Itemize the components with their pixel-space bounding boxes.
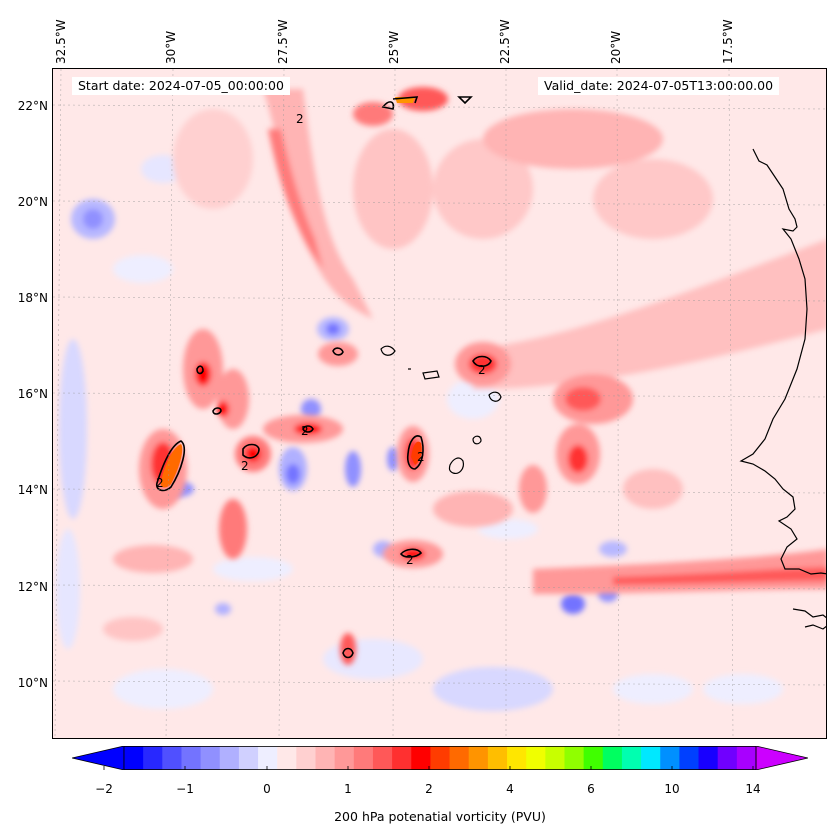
lon-label: 20°W: [609, 30, 623, 64]
valid-date-label: Valid_date: 2024-07-05T13:00:00.00: [538, 77, 780, 95]
colorbar-extend-low: [71, 745, 125, 771]
colorbar-swatch: [296, 746, 317, 770]
colorbar-swatch: [334, 746, 355, 770]
colorbar-swatch: [545, 746, 565, 770]
colorbar-swatch: [526, 746, 546, 770]
colorbar-swatch: [583, 746, 604, 770]
pv-field-map: 2 2 2 2 2 2 2: [53, 69, 826, 738]
pv-contours: [155, 96, 492, 659]
colorbar-swatch: [449, 746, 470, 770]
lon-label: 30°W: [164, 30, 178, 64]
contour-labels: 2 2 2 2 2 2 2: [156, 112, 486, 567]
colorbar-tick-label: 10: [664, 782, 680, 796]
colorbar-swatch: [124, 746, 144, 770]
colorbar-swatch: [487, 746, 508, 770]
colorbar-swatch: [468, 746, 489, 770]
colorbar-swatch: [507, 746, 527, 770]
colorbar-swatch: [660, 746, 680, 770]
colorbar-swatch: [219, 746, 240, 770]
colorbar-swatch: [315, 746, 336, 770]
colorbar-swatch: [238, 746, 259, 770]
lon-label: 25°W: [387, 30, 401, 64]
lat-label: 20°N: [17, 195, 48, 209]
colorbar-swatch: [353, 746, 374, 770]
lon-label: 17.5°W: [721, 19, 735, 64]
lon-label: 27.5°W: [276, 19, 290, 64]
coastlines: [380, 148, 826, 630]
colorbar-swatch: [602, 746, 623, 770]
contour-label: 2: [478, 363, 486, 377]
positive-pv-regions: [103, 87, 826, 665]
colorbar-extend-high: [755, 745, 809, 771]
colorbar-swatch: [641, 746, 661, 770]
colorbar-swatch: [143, 746, 163, 770]
colorbar-swatch: [698, 746, 719, 770]
contour-label: 2: [156, 476, 164, 490]
colorbar-frame: [123, 746, 757, 771]
colorbar-swatch: [277, 746, 297, 770]
colorbar-swatch: [564, 746, 585, 770]
colorbar-swatch: [430, 746, 451, 770]
colorbar-swatch: [411, 746, 431, 770]
colorbar-swatch: [621, 746, 642, 770]
map-panel: 2 2 2 2 2 2 2: [52, 68, 827, 739]
colorbar: [71, 745, 809, 771]
colorbar-tick-label: −1: [176, 782, 194, 796]
colorbar-tick-label: 6: [587, 782, 595, 796]
lat-label: 10°N: [17, 676, 48, 690]
start-date-label: Start date: 2024-07-05_00:00:00: [72, 77, 290, 95]
colorbar-tick-label: 14: [745, 782, 761, 796]
colorbar-swatch: [258, 746, 278, 770]
colorbar-tick-label: −2: [95, 782, 113, 796]
lon-label: 22.5°W: [498, 19, 512, 64]
lat-label: 22°N: [17, 99, 48, 113]
lat-label: 16°N: [17, 387, 48, 401]
lat-label: 14°N: [17, 483, 48, 497]
colorbar-tick-label: 2: [425, 782, 433, 796]
contour-label: 2: [241, 459, 249, 473]
lat-label: 18°N: [17, 291, 48, 305]
colorbar-swatch: [736, 746, 757, 770]
colorbar-swatch: [392, 746, 412, 770]
lon-label: 32.5°W: [54, 19, 68, 64]
colorbar-swatch: [162, 746, 182, 770]
colorbar-swatch: [679, 746, 700, 770]
colorbar-swatch: [717, 746, 738, 770]
contour-label: 2: [296, 112, 304, 126]
colorbar-graphic: [71, 745, 809, 771]
colorbar-swatch: [372, 746, 393, 770]
gridlines: [53, 69, 826, 738]
colorbar-tick-label: 0: [263, 782, 271, 796]
colorbar-tick-label: 1: [344, 782, 352, 796]
colorbar-tick-label: 4: [506, 782, 514, 796]
colorbar-title: 200 hPa potenatial vorticity (PVU): [334, 809, 546, 824]
lat-label: 12°N: [17, 580, 48, 594]
contour-label: 2: [301, 424, 309, 438]
contour-label: 2: [417, 450, 425, 464]
colorbar-swatch: [181, 746, 202, 770]
contour-label: 2: [406, 553, 414, 567]
colorbar-swatch: [200, 746, 221, 770]
negative-pv-regions: [56, 155, 783, 711]
